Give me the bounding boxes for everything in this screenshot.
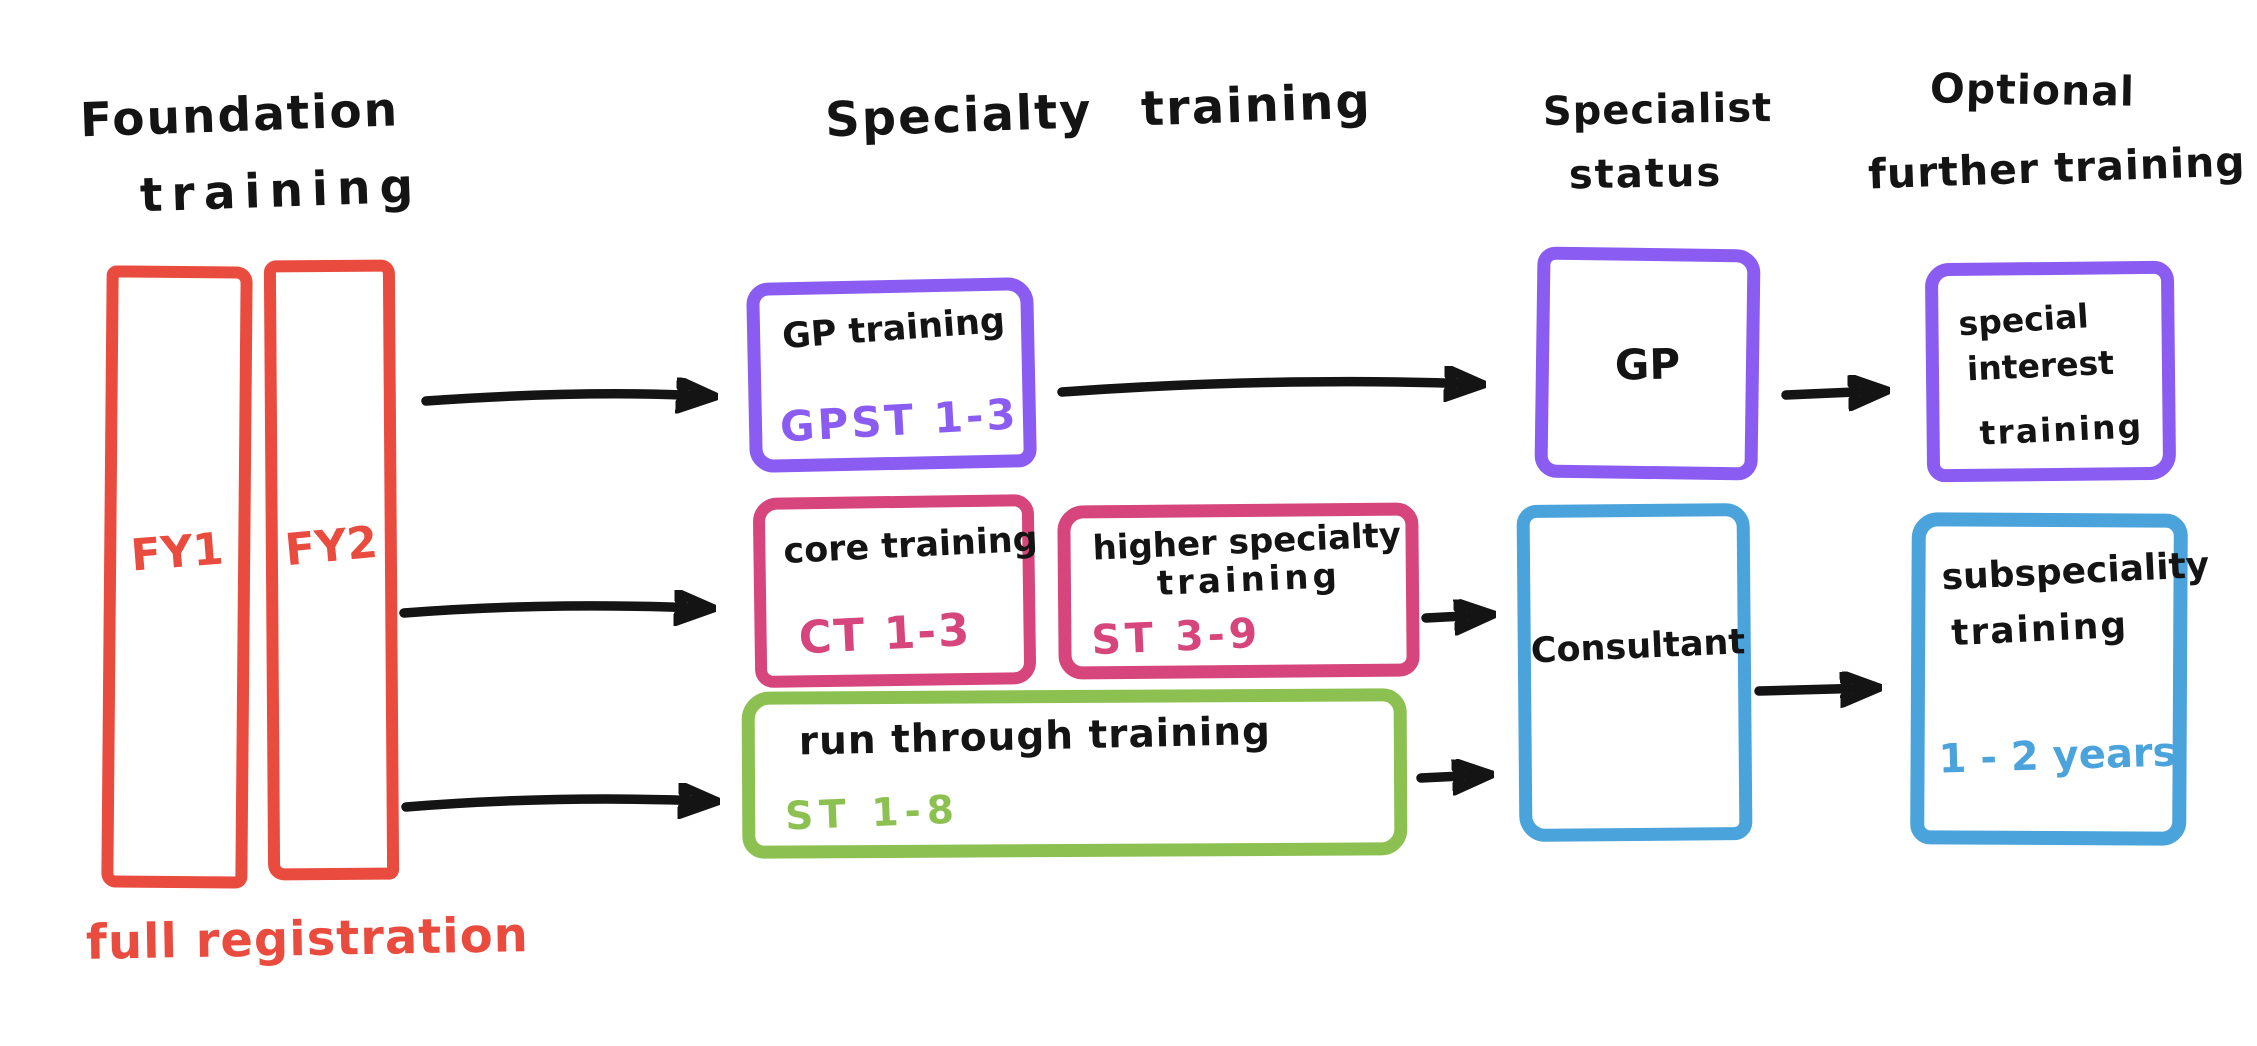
fy2-box: FY2 — [263, 259, 400, 881]
fy1-label: FY1 — [129, 523, 226, 582]
core-training-box: core training CT 1-3 — [752, 494, 1039, 688]
header-specialty-training: Specialty training — [824, 73, 1373, 149]
header-foundation-line1: Foundation — [79, 82, 400, 149]
arrow-consultant-to-subspeciality — [1754, 688, 1870, 691]
gp-training-box: GP training GPST 1-3 — [746, 277, 1037, 473]
special-interest-line1: special — [1957, 296, 2090, 344]
header-specialist-line1: Specialist — [1542, 85, 1773, 135]
gp-training-title: GP training — [780, 300, 1007, 358]
special-interest-line3: training — [1978, 406, 2144, 453]
gp-status-label: GP — [1614, 339, 1681, 390]
header-specialist-line2: status — [1568, 149, 1723, 199]
arrow-foundation-to-run-through — [401, 799, 708, 807]
header-optional-line1: Optional — [1929, 64, 2136, 116]
higher-specialty-stage: ST 3-9 — [1090, 608, 1263, 665]
gp-training-stage: GPST 1-3 — [778, 389, 1020, 452]
subspeciality-box: subspeciality training 1 - 2 years — [1910, 512, 2210, 846]
higher-specialty-box: higher specialty training ST 3-9 — [1057, 502, 1420, 680]
core-training-title: core training — [782, 519, 1039, 572]
header-optional-line2: further training — [1867, 137, 2247, 199]
full-registration-caption: full registration — [85, 907, 530, 971]
arrow-gp-training-to-gp — [1057, 382, 1474, 392]
run-through-title: run through training — [798, 708, 1272, 765]
arrow-run-through-to-consultant — [1416, 775, 1482, 778]
fy1-box: FY1 — [101, 265, 253, 889]
core-training-stage: CT 1-3 — [797, 602, 973, 665]
header-foundation-line2: training — [139, 158, 424, 224]
consultant-box: Consultant — [1516, 502, 1753, 843]
run-through-box: run through training ST 1-8 — [741, 688, 1408, 859]
arrow-higher-specialty-to-consultant — [1421, 615, 1484, 618]
run-through-stage: ST 1-8 — [784, 787, 961, 840]
higher-specialty-title-line2: training — [1156, 555, 1342, 604]
subspeciality-line2: training — [1950, 604, 2130, 655]
subspeciality-duration: 1 - 2 years — [1937, 729, 2178, 783]
fy2-label: FY2 — [282, 516, 380, 577]
arrow-gp-to-special-interest — [1781, 391, 1878, 395]
arrow-foundation-to-gp-training — [421, 394, 706, 401]
consultant-label: Consultant — [1529, 622, 1746, 672]
gp-status-box: GP — [1534, 246, 1761, 481]
subspeciality-line1: subspeciality — [1940, 544, 2211, 599]
special-interest-line2: interest — [1966, 342, 2115, 389]
special-interest-box: special interest training — [1924, 260, 2177, 483]
arrow-foundation-to-core-training — [399, 606, 704, 613]
